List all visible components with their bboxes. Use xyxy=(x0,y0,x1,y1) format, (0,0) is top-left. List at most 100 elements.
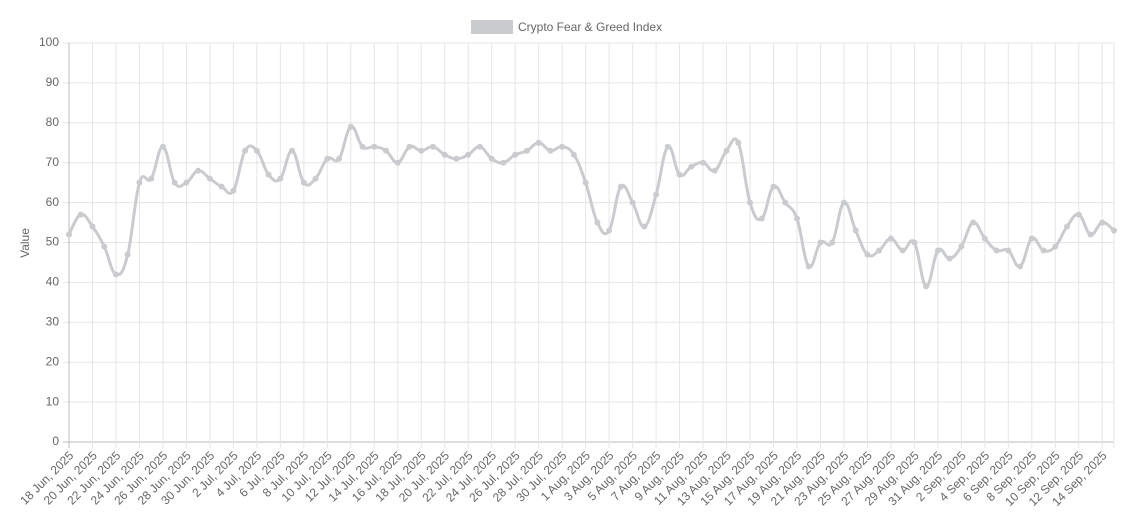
data-point xyxy=(899,247,906,254)
data-point xyxy=(512,151,519,158)
data-point xyxy=(206,175,213,182)
y-tick-label: 50 xyxy=(46,235,60,249)
y-tick-label: 60 xyxy=(46,195,60,209)
data-point xyxy=(641,223,648,230)
data-point xyxy=(700,159,707,166)
data-point xyxy=(124,251,131,258)
data-point xyxy=(488,155,495,162)
data-point xyxy=(66,231,72,238)
y-tick-label: 40 xyxy=(46,275,60,289)
data-point xyxy=(265,171,272,178)
data-point xyxy=(1017,263,1024,270)
data-point xyxy=(324,155,331,162)
data-point xyxy=(617,183,624,190)
data-point xyxy=(782,199,789,206)
data-point xyxy=(359,143,366,150)
data-point xyxy=(993,247,1000,254)
data-point xyxy=(840,199,847,206)
data-point xyxy=(253,147,260,154)
data-point xyxy=(676,171,683,178)
data-point xyxy=(383,147,390,154)
data-point xyxy=(829,239,836,246)
data-point xyxy=(805,263,812,270)
data-point xyxy=(653,191,660,198)
data-point xyxy=(1028,235,1035,242)
data-point xyxy=(688,163,695,170)
data-point xyxy=(887,235,894,242)
data-point xyxy=(946,255,953,262)
data-point xyxy=(523,147,530,154)
data-point xyxy=(958,243,965,250)
data-point xyxy=(418,147,425,154)
series-line xyxy=(67,125,1115,288)
data-point xyxy=(1005,247,1012,254)
data-point xyxy=(183,179,190,186)
data-point xyxy=(476,143,483,150)
data-point xyxy=(195,167,202,174)
data-point xyxy=(711,167,718,174)
data-point xyxy=(793,215,800,222)
data-point xyxy=(77,211,84,218)
data-point xyxy=(1087,231,1094,238)
data-point xyxy=(817,239,824,246)
data-point xyxy=(429,143,436,150)
data-point xyxy=(101,243,108,250)
data-point xyxy=(559,143,566,150)
data-point xyxy=(1064,223,1071,230)
y-tick-label: 70 xyxy=(46,155,60,169)
data-point xyxy=(1040,247,1047,254)
data-point xyxy=(970,219,977,226)
data-point xyxy=(934,247,941,254)
data-point xyxy=(629,199,636,206)
data-point xyxy=(406,143,413,150)
data-point xyxy=(1052,243,1059,250)
data-point xyxy=(300,179,307,186)
data-point xyxy=(852,227,859,234)
data-point xyxy=(453,155,460,162)
data-point xyxy=(112,271,119,278)
data-point xyxy=(500,159,507,166)
data-point xyxy=(148,175,155,182)
data-point xyxy=(289,147,296,154)
data-point xyxy=(242,147,249,154)
data-point xyxy=(664,143,671,150)
data-point xyxy=(159,143,166,150)
data-point xyxy=(1099,219,1106,226)
y-tick-label: 80 xyxy=(46,115,60,129)
data-point xyxy=(582,179,589,186)
data-point xyxy=(923,283,930,290)
data-point xyxy=(735,139,742,146)
data-point xyxy=(171,179,178,186)
data-point xyxy=(981,235,988,242)
data-point xyxy=(441,151,448,158)
data-point xyxy=(606,227,613,234)
y-tick-label: 20 xyxy=(46,354,60,368)
data-point xyxy=(1075,211,1082,218)
data-point xyxy=(747,199,754,206)
y-axis-title: Value xyxy=(18,228,32,258)
data-point xyxy=(394,159,401,166)
y-tick-label: 0 xyxy=(52,434,59,448)
y-tick-label: 10 xyxy=(46,394,60,408)
data-point xyxy=(136,179,143,186)
data-point xyxy=(277,175,284,182)
y-tick-label: 100 xyxy=(39,35,59,49)
data-point xyxy=(336,155,343,162)
y-tick-label: 30 xyxy=(46,314,60,328)
legend-label: Crypto Fear & Greed Index xyxy=(518,20,662,34)
legend-swatch xyxy=(471,20,513,34)
data-point xyxy=(770,183,777,190)
data-point xyxy=(218,183,225,190)
data-point xyxy=(230,187,237,194)
data-point xyxy=(876,247,883,254)
data-point xyxy=(89,223,96,230)
data-point xyxy=(723,147,730,154)
data-point xyxy=(570,151,577,158)
y-tick-label: 90 xyxy=(46,75,60,89)
data-point xyxy=(465,151,472,158)
data-point xyxy=(535,139,542,146)
data-point xyxy=(347,123,354,130)
data-point xyxy=(547,147,554,154)
data-point xyxy=(864,251,871,258)
